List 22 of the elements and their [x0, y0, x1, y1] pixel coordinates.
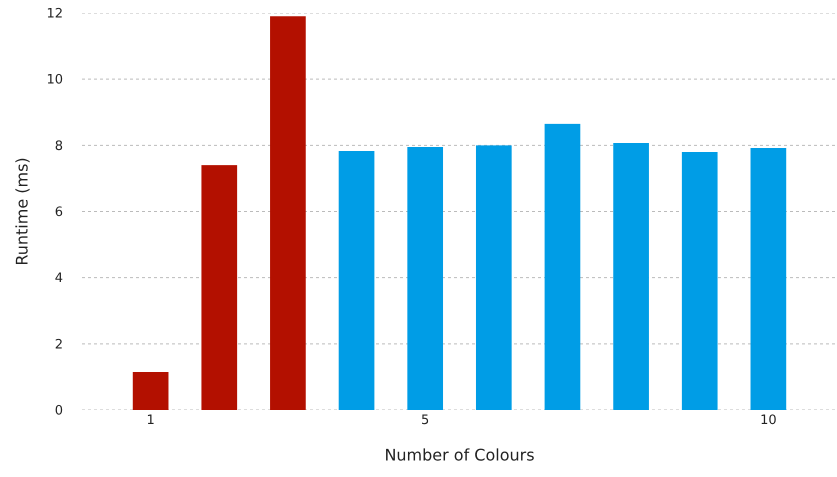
y-axis-title: Runtime (ms): [12, 157, 32, 266]
x-tick-label: 1: [146, 413, 155, 428]
y-tick-label: 10: [46, 72, 63, 88]
bar: [613, 143, 649, 410]
bar: [682, 152, 718, 410]
bar: [476, 145, 512, 410]
x-tick-label: 5: [421, 413, 430, 428]
y-tick-label: 0: [54, 404, 63, 419]
y-tick-label: 8: [54, 138, 63, 154]
bar: [407, 146, 444, 410]
y-tick-label: 4: [54, 271, 63, 286]
bar: [338, 150, 374, 410]
x-axis-title: Number of Colours: [384, 446, 535, 465]
bar: [544, 124, 580, 410]
bar: [270, 16, 306, 410]
y-tick-label: 6: [54, 205, 63, 220]
y-tick-label: 12: [46, 6, 63, 22]
x-tick-label: 10: [760, 413, 777, 428]
bar: [750, 148, 786, 410]
y-tick-label: 2: [54, 337, 63, 352]
bar: [132, 372, 168, 410]
bar: [201, 165, 238, 410]
